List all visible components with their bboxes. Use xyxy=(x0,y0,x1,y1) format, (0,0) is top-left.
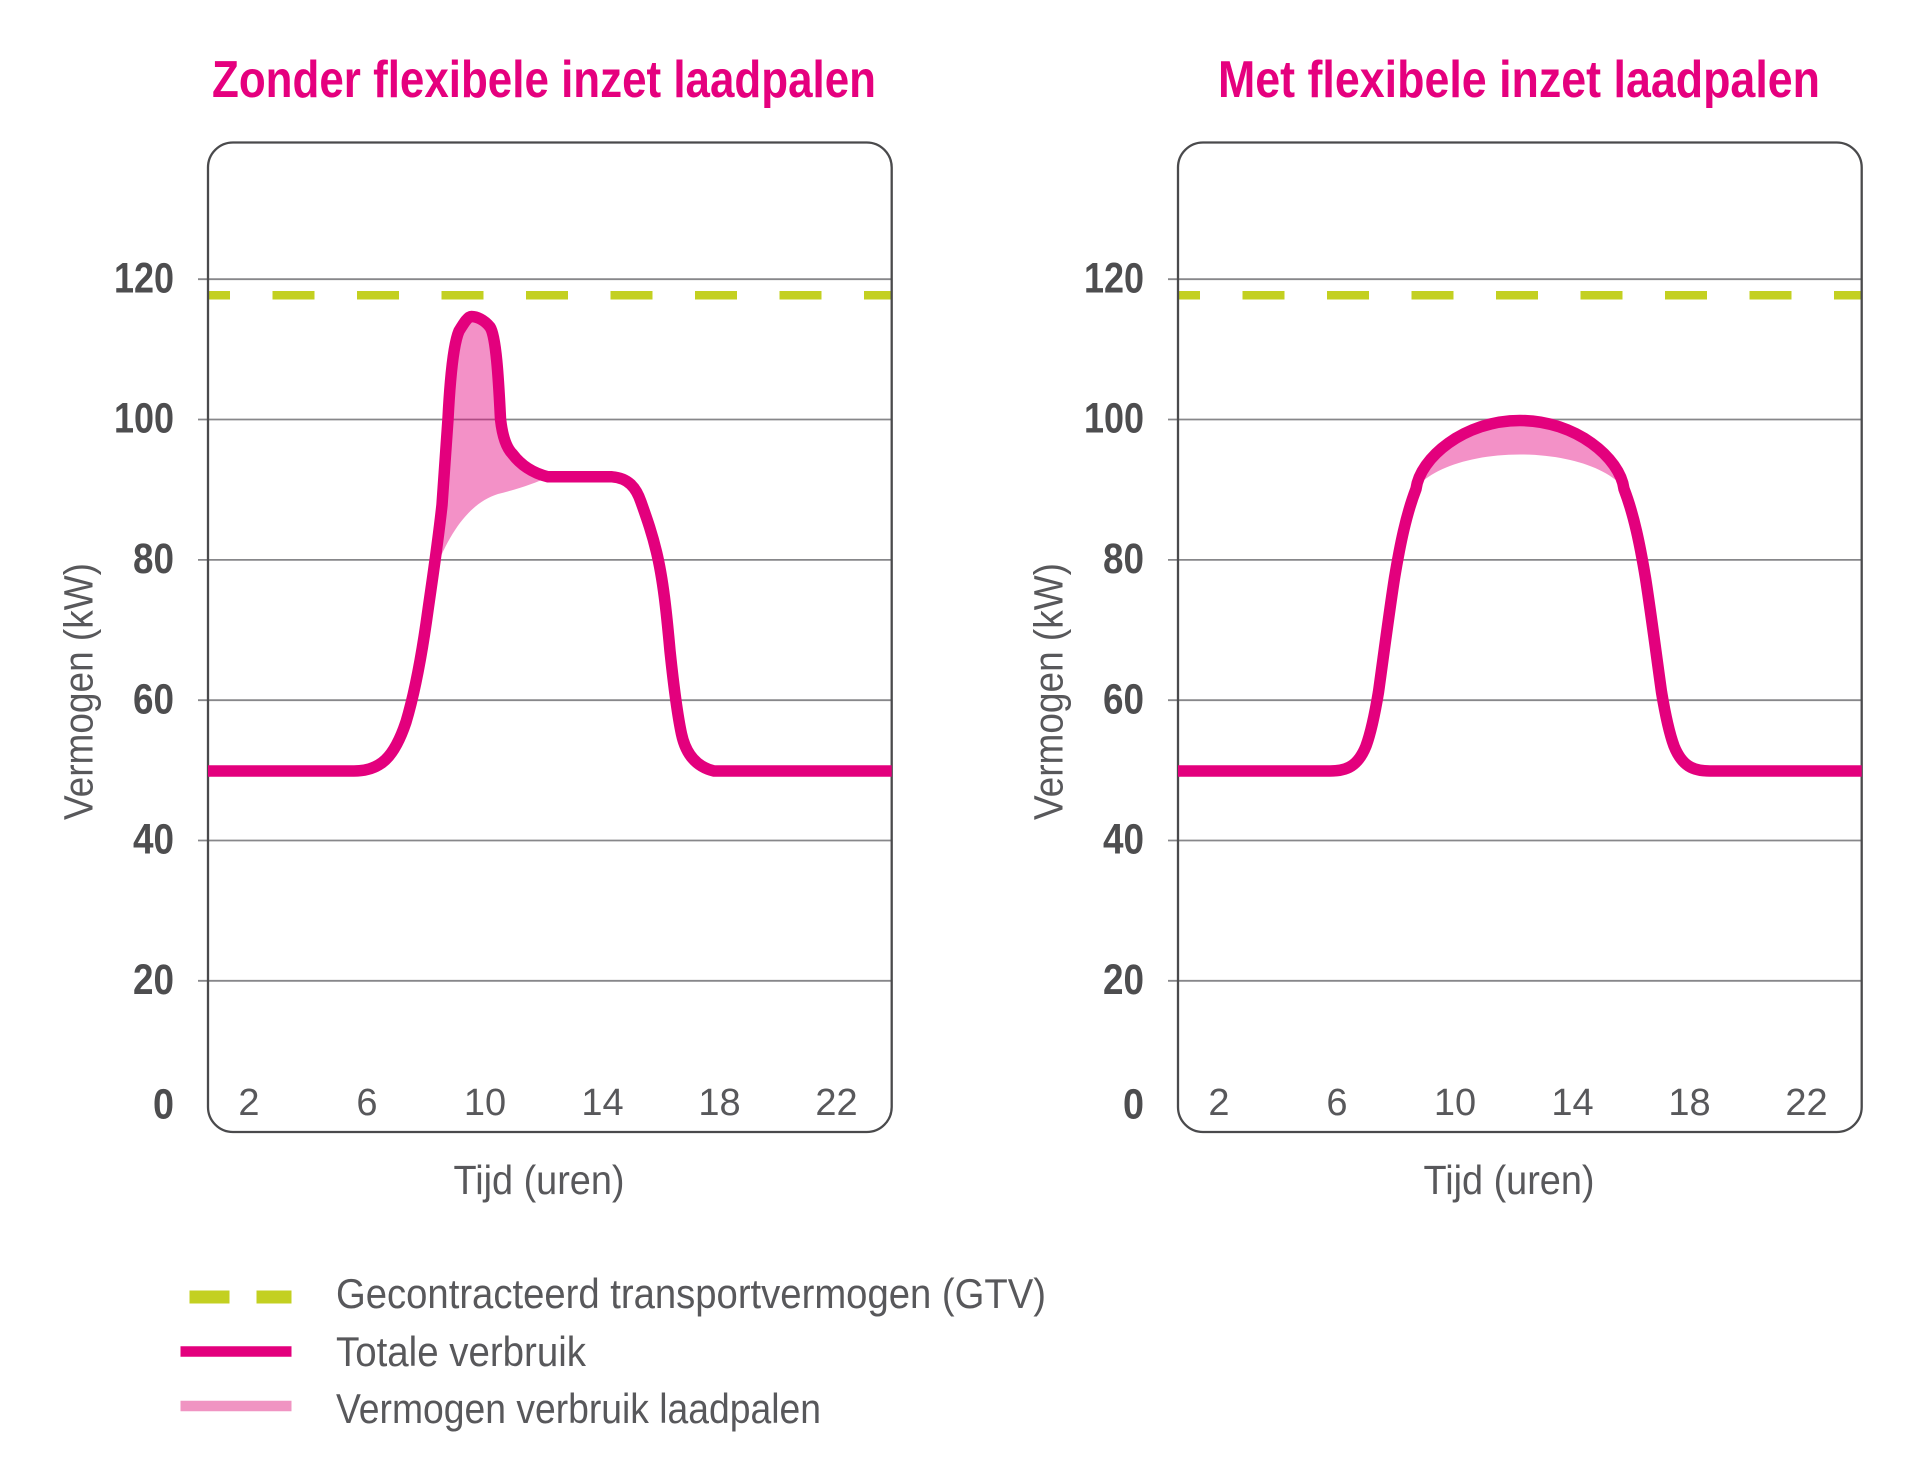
svg-text:Met flexibele inzet laadpalen: Met flexibele inzet laadpalen xyxy=(1218,51,1820,109)
svg-text:Totale verbruik: Totale verbruik xyxy=(336,1328,587,1375)
svg-text:Gecontracteerd transportvermog: Gecontracteerd transportvermogen (GTV) xyxy=(336,1270,1046,1317)
svg-text:Vermogen verbruik laadpalen: Vermogen verbruik laadpalen xyxy=(336,1385,821,1432)
svg-text:Zonder flexibele inzet laadpal: Zonder flexibele inzet laadpalen xyxy=(212,51,876,109)
